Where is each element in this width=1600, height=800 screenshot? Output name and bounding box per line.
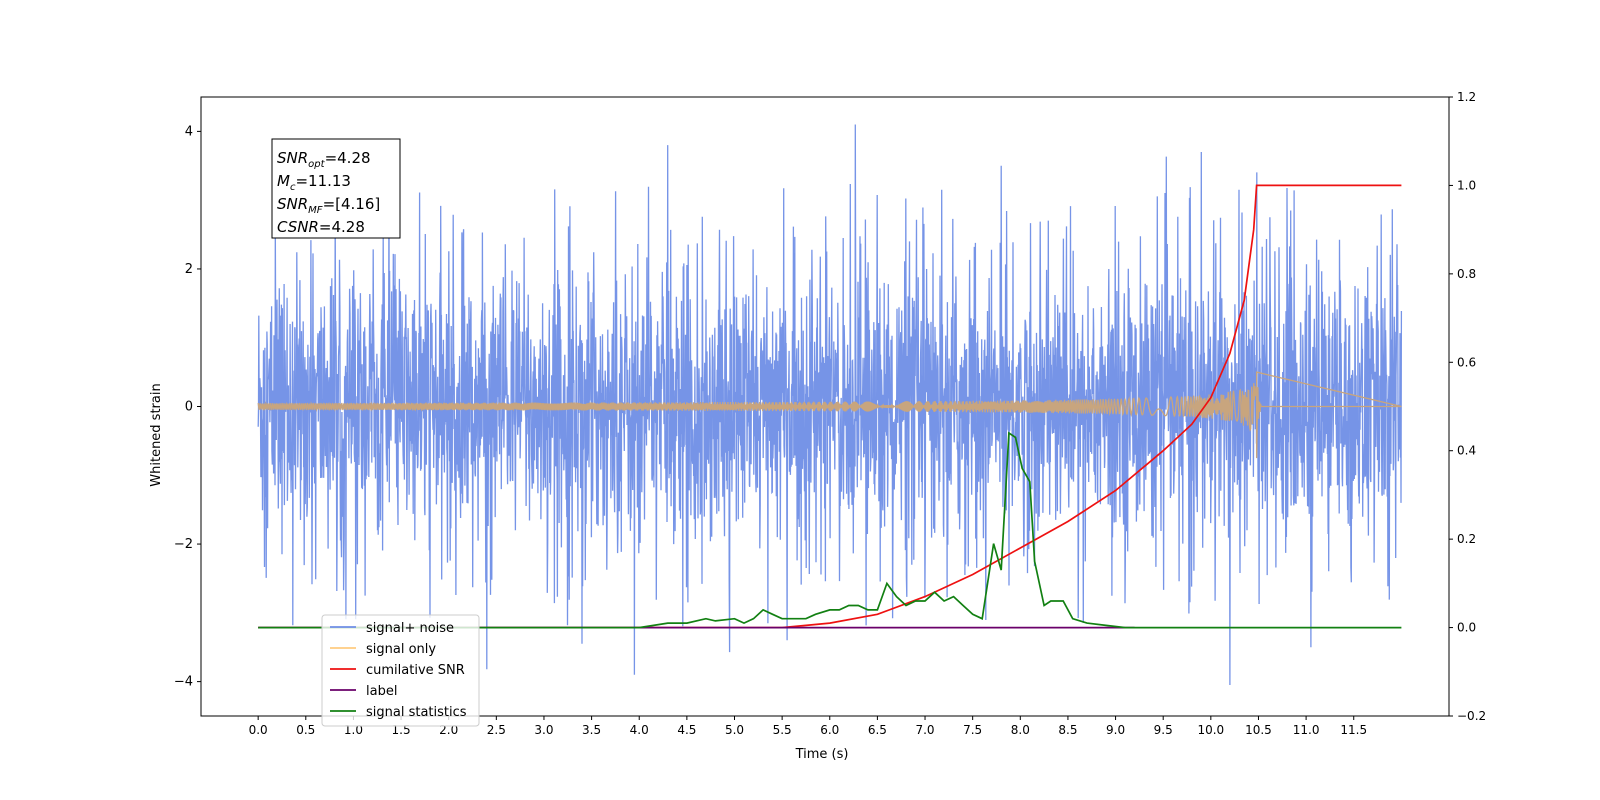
series-signal-only: [257, 371, 1402, 459]
y-axis-label: Whitened strain: [149, 383, 164, 486]
x-tick-label: 5.0: [725, 723, 744, 737]
x-tick-label: 8.5: [1058, 723, 1077, 737]
x-tick-label: 9.0: [1106, 723, 1125, 737]
y-tick-label: −4: [174, 675, 193, 690]
y-tick-label: 4: [185, 124, 193, 139]
x-tick-label: 4.5: [677, 723, 696, 737]
x-tick-label: 10.0: [1197, 723, 1224, 737]
x-tick-label: 4.0: [630, 723, 649, 737]
legend-entry: signal only: [366, 642, 436, 657]
x-tick-label: 11.5: [1340, 723, 1367, 737]
x-tick-label: 7.0: [915, 723, 934, 737]
x-tick-label: 9.5: [1154, 723, 1173, 737]
annotation-line: SNRMF=[4.16]: [277, 195, 380, 216]
series-signal-noise: [257, 124, 1403, 686]
legend-entry: label: [366, 684, 397, 699]
y2-tick-label: 0.6: [1457, 355, 1476, 369]
legend-entry: signal+ noise: [366, 621, 454, 636]
axes: 0.0 0.5 1.0 1.5 2.0 2.5 3.0 3.5 4.0 4.5 5.0 5.5 6.0 6…: [174, 90, 1486, 737]
y2-tick-label: 1.2: [1457, 90, 1476, 104]
x-tick-label: 11.0: [1293, 723, 1320, 737]
x-tick-label: 6.5: [868, 723, 887, 737]
x-tick-label: 10.5: [1245, 723, 1272, 737]
x-tick-label: 0.0: [249, 723, 268, 737]
y-tick-label: 0: [185, 400, 193, 415]
legend-frame: [321, 614, 480, 727]
x-tick-label: 8.0: [1011, 723, 1030, 737]
annotation-line: CSNR=4.28: [277, 218, 365, 236]
legend-entry: cumilative SNR: [366, 663, 465, 678]
x-tick-label: 3.0: [534, 723, 553, 737]
x-tick-label: 0.5: [296, 723, 315, 737]
x-tick-label: 3.5: [582, 723, 601, 737]
annotation-frame: [271, 138, 401, 239]
y2-tick-label: 1.0: [1457, 178, 1476, 192]
y2-tick-label: −0.2: [1457, 709, 1486, 723]
x-tick-label: 2.5: [487, 723, 506, 737]
x-axis-label: Time (s): [795, 747, 849, 762]
annotation-line: Mc=11.13: [277, 172, 351, 193]
x-tick-label: 6.0: [820, 723, 839, 737]
series-signal-statistics: [258, 431, 1402, 629]
series-cumilative-snr: [258, 184, 1402, 629]
y2-tick-label: 0.0: [1457, 621, 1476, 635]
x-tick-label: 7.5: [963, 723, 982, 737]
y2-tick-label: 0.8: [1457, 267, 1476, 281]
y2-tick-label: 0.2: [1457, 532, 1476, 546]
y-tick-label: 2: [185, 262, 193, 277]
legend: signal+ noise signal only cumilative SNR la…: [321, 614, 480, 727]
legend-entry: signal statistics: [366, 705, 467, 720]
y2-tick-label: 0.4: [1457, 444, 1476, 458]
x-tick-label: 5.5: [773, 723, 792, 737]
annotation-line: SNRopt=4.28: [277, 149, 371, 170]
plot-area: [257, 124, 1403, 686]
y-tick-label: −2: [174, 537, 193, 552]
